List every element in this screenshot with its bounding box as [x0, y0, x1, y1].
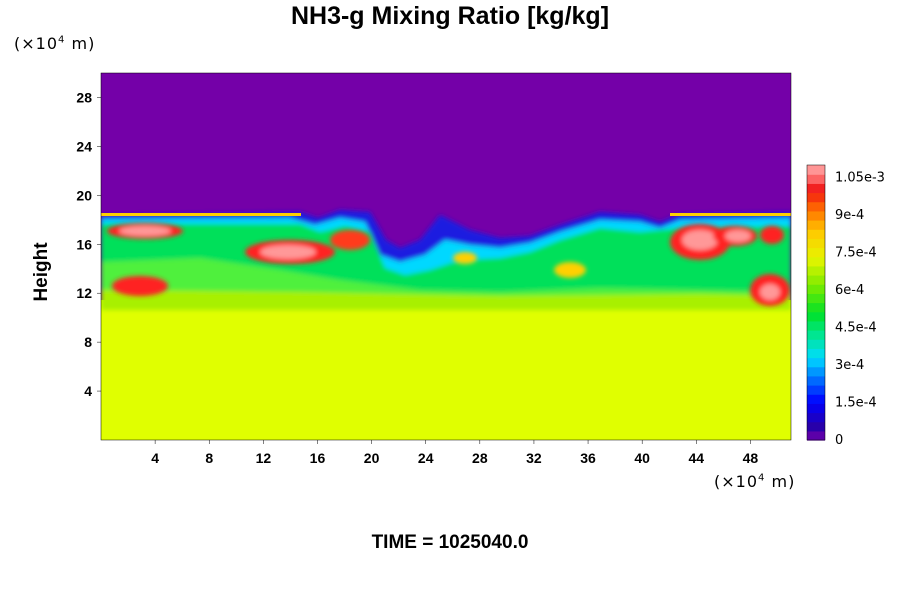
x-tick-label: 44: [689, 450, 705, 466]
colorbar-tick-label: 1.5e-4: [835, 396, 877, 411]
mixing-layer: [101, 210, 791, 310]
high-concentration-patches: [107, 223, 790, 306]
colorbar-level: [807, 220, 825, 230]
colorbar-level: [807, 375, 825, 386]
x-axis-ticks: 4 8 12 16 20 24 28 32 36 40 44 48: [151, 440, 758, 466]
colorbar-level: [807, 183, 825, 194]
x-tick-label: 4: [151, 450, 159, 466]
colorbar-level: [807, 293, 825, 304]
x-tick-label: 28: [472, 450, 488, 466]
y-tick-label: 24: [76, 138, 92, 154]
colorbar-level: [807, 385, 825, 395]
y-tick-label: 20: [76, 187, 92, 203]
colorbar-level: [807, 229, 825, 239]
colorbar-level: [807, 174, 825, 184]
plot-frame: [100, 72, 792, 441]
colorbar-level: [807, 421, 825, 432]
y-axis-unit: (×104 m): [14, 34, 96, 53]
colorbar-level: [807, 201, 825, 212]
x-tick-label: 8: [205, 450, 213, 466]
colorbar-level: [807, 265, 825, 276]
chart-title: NH3-g Mixing Ratio [kg/kg]: [290, 2, 610, 30]
x-tick-label: 16: [310, 450, 326, 466]
colorbar-level: [807, 247, 825, 258]
top-boundary-band: [101, 213, 301, 216]
colorbar-level: [807, 165, 825, 175]
colorbar-level: [807, 403, 825, 414]
time-label: TIME = 1025040.0: [371, 532, 529, 553]
colorbar-level: [807, 256, 825, 267]
colorbar-level: [807, 238, 825, 249]
x-axis-unit: (×104 m): [714, 472, 796, 491]
x-tick-label: 20: [364, 450, 380, 466]
x-tick-label: 24: [418, 450, 434, 466]
y-axis-ticks: 4 8 12 16 20 24 28: [76, 89, 101, 399]
y-tick-label: 4: [84, 383, 92, 399]
colorbar-level: [807, 284, 825, 294]
colorbar-tick-label: 6e-4: [835, 283, 864, 298]
x-tick-label: 12: [256, 450, 272, 466]
colorbar-tick-label: 7.5e-4: [835, 246, 877, 261]
colorbar-level: [807, 302, 825, 313]
colorbar-level: [807, 430, 825, 441]
colorbar-level: [807, 357, 825, 368]
colorbar-level: [807, 330, 825, 340]
colorbar-level: [807, 320, 825, 331]
colorbar: 0 1.5e-4 3e-4 4.5e-4 6e-4 7.5e-4 9e-4 1.05e-3: [806, 164, 885, 448]
colorbar-level: [807, 348, 825, 359]
lower-region: [101, 300, 791, 440]
colorbar-level: [807, 412, 825, 423]
x-tick-label: 40: [634, 450, 650, 466]
colorbar-level: [807, 366, 825, 377]
colorbar-level: [807, 311, 825, 322]
colorbar-level: [807, 192, 825, 203]
colorbar-level: [807, 210, 825, 221]
colorbar-tick-label: 0: [835, 433, 843, 448]
y-tick-label: 16: [76, 236, 92, 252]
x-tick-label: 32: [526, 450, 542, 466]
colorbar-frame: [806, 164, 826, 441]
y-tick-label: 12: [76, 285, 92, 301]
y-tick-label: 8: [84, 334, 92, 350]
heatmap-field: [101, 73, 791, 440]
colorbar-level: [807, 394, 825, 404]
y-tick-label: 28: [76, 89, 92, 105]
colorbar-tick-label: 4.5e-4: [835, 321, 877, 336]
x-tick-label: 36: [580, 450, 596, 466]
colorbar-level: [807, 275, 825, 285]
colorbar-tick-label: 9e-4: [835, 208, 864, 223]
colorbar-level: [807, 339, 825, 349]
colorbar-tick-label: 1.05e-3: [835, 171, 885, 186]
x-tick-label: 48: [743, 450, 759, 466]
colorbar-tick-label: 3e-4: [835, 358, 864, 373]
